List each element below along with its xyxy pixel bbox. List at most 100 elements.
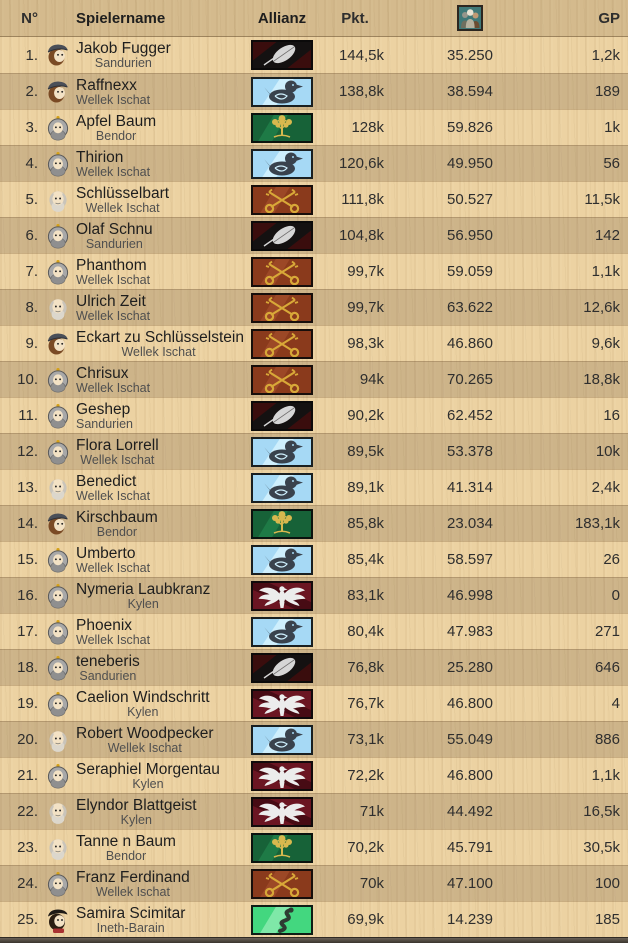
player-name[interactable]: Samira Scimitar	[76, 904, 186, 922]
alliance-flag-icon[interactable]	[251, 724, 313, 755]
alliance-flag-icon[interactable]	[251, 328, 313, 359]
player-avatar-icon[interactable]	[45, 871, 71, 897]
table-row[interactable]: 14. Kirschbaum Bendor 85,8k 23.034 183,1…	[0, 505, 628, 541]
table-row[interactable]: 20. Robert Woodpecker Wellek Ischat 73,1…	[0, 721, 628, 757]
player-avatar-icon[interactable]	[45, 115, 71, 141]
player-avatar-icon[interactable]	[45, 331, 71, 357]
alliance-flag-icon[interactable]	[251, 220, 313, 251]
player-avatar-icon[interactable]	[45, 763, 71, 789]
player-name[interactable]: Schlüsselbart	[76, 184, 170, 202]
table-row[interactable]: 19. Caelion Windschritt Kylen 76,7k 46.8…	[0, 685, 628, 721]
player-name[interactable]: Thirion	[76, 148, 124, 166]
player-name[interactable]: Franz Ferdinand	[76, 868, 190, 886]
player-name[interactable]: Apfel Baum	[76, 112, 157, 130]
table-row[interactable]: 9. Eckart zu Schlüsselstein Wellek Ischa…	[0, 325, 628, 361]
player-avatar-icon[interactable]	[45, 619, 71, 645]
table-row[interactable]: 23. Tanne n Baum Bendor 70,2k 45.791 30,…	[0, 829, 628, 865]
alliance-flag-icon[interactable]	[251, 112, 313, 143]
player-name[interactable]: Chrisux	[76, 364, 129, 382]
table-row[interactable]: 7. Phanthom Wellek Ischat 99,7k 59.059 1…	[0, 253, 628, 289]
player-avatar-icon[interactable]	[45, 475, 71, 501]
player-avatar-icon[interactable]	[45, 583, 71, 609]
alliance-flag-icon[interactable]	[251, 364, 313, 395]
player-avatar-icon[interactable]	[45, 187, 71, 213]
table-row[interactable]: 1. Jakob Fugger Sandurien 144,5k 35.250 …	[0, 37, 628, 73]
table-row[interactable]: 10. Chrisux Wellek Ischat 94k 70.265 18,…	[0, 361, 628, 397]
table-row[interactable]: 5. Schlüsselbart Wellek Ischat 111,8k 50…	[0, 181, 628, 217]
player-avatar-icon[interactable]	[45, 367, 71, 393]
alliance-flag-icon[interactable]	[251, 148, 313, 179]
player-name[interactable]: Benedict	[76, 472, 137, 490]
player-avatar-icon[interactable]	[45, 907, 71, 933]
player-avatar-icon[interactable]	[45, 547, 71, 573]
player-name[interactable]: Robert Woodpecker	[76, 724, 214, 742]
table-row[interactable]: 15. Umberto Wellek Ischat 85,4k 58.597 2…	[0, 541, 628, 577]
alliance-flag-icon[interactable]	[251, 904, 313, 935]
player-name[interactable]: Phanthom	[76, 256, 147, 274]
player-avatar-icon[interactable]	[45, 799, 71, 825]
table-row[interactable]: 2. Raffnexx Wellek Ischat 138,8k 38.594 …	[0, 73, 628, 109]
player-name[interactable]: Phoenix	[76, 616, 133, 634]
player-name[interactable]: Raffnexx	[76, 76, 137, 94]
alliance-flag-icon[interactable]	[251, 616, 313, 647]
player-avatar-icon[interactable]	[45, 835, 71, 861]
table-row[interactable]: 6. Olaf Schnu Sandurien 104,8k 56.950 14…	[0, 217, 628, 253]
alliance-flag-icon[interactable]	[251, 256, 313, 287]
player-name[interactable]: Seraphiel Morgentau	[76, 760, 220, 778]
player-avatar-icon[interactable]	[45, 727, 71, 753]
player-avatar-icon[interactable]	[45, 439, 71, 465]
player-avatar-icon[interactable]	[45, 79, 71, 105]
table-row[interactable]: 11. Geshep Sandurien 90,2k 62.452 16	[0, 397, 628, 433]
player-avatar-icon[interactable]	[45, 42, 71, 68]
player-avatar-icon[interactable]	[45, 403, 71, 429]
alliance-flag-icon[interactable]	[251, 184, 313, 215]
alliance-flag-icon[interactable]	[251, 544, 313, 575]
player-name[interactable]: Umberto	[76, 544, 136, 562]
alliance-flag-icon[interactable]	[251, 472, 313, 503]
alliance-flag-icon[interactable]	[251, 40, 313, 70]
alliance-flag-icon[interactable]	[251, 760, 313, 791]
table-row[interactable]: 25. Samira Scimitar Ineth-Barain 69,9k 1…	[0, 901, 628, 937]
table-row[interactable]: 8. Ulrich Zeit Wellek Ischat 99,7k 63.62…	[0, 289, 628, 325]
player-name[interactable]: Kirschbaum	[76, 508, 158, 526]
alliance-flag-icon[interactable]	[251, 868, 313, 899]
player-avatar-icon[interactable]	[45, 295, 71, 321]
player-name[interactable]: teneberis	[76, 652, 140, 670]
alliance-flag-icon[interactable]	[251, 652, 313, 683]
table-row[interactable]: 21. Seraphiel Morgentau Kylen 72,2k 46.8…	[0, 757, 628, 793]
player-avatar-icon[interactable]	[45, 511, 71, 537]
player-name[interactable]: Geshep	[76, 400, 131, 418]
player-name[interactable]: Ulrich Zeit	[76, 292, 146, 310]
player-name[interactable]: Elyndor Blattgeist	[76, 796, 197, 814]
player-name[interactable]: Nymeria Laubkranz	[76, 580, 211, 598]
table-row[interactable]: 18. teneberis Sandurien 76,8k 25.280 646	[0, 649, 628, 685]
alliance-flag-icon[interactable]	[251, 400, 313, 431]
alliance-flag-icon[interactable]	[251, 796, 313, 827]
alliance-flag-icon[interactable]	[251, 688, 313, 719]
table-row[interactable]: 4. Thirion Wellek Ischat 120,6k 49.950 5…	[0, 145, 628, 181]
player-name[interactable]: Tanne n Baum	[76, 832, 176, 850]
player-avatar-icon[interactable]	[45, 691, 71, 717]
alliance-flag-icon[interactable]	[251, 832, 313, 863]
alliance-flag-icon[interactable]	[251, 508, 313, 539]
table-row[interactable]: 12. Flora Lorrell Wellek Ischat 89,5k 53…	[0, 433, 628, 469]
table-row[interactable]: 16. Nymeria Laubkranz Kylen 83,1k 46.998…	[0, 577, 628, 613]
player-avatar-icon[interactable]	[45, 259, 71, 285]
player-name[interactable]: Jakob Fugger	[76, 40, 171, 57]
player-avatar-icon[interactable]	[45, 223, 71, 249]
table-row[interactable]: 24. Franz Ferdinand Wellek Ischat 70k 47…	[0, 865, 628, 901]
alliance-flag-icon[interactable]	[251, 580, 313, 611]
table-row[interactable]: 3. Apfel Baum Bendor 128k 59.826 1k	[0, 109, 628, 145]
player-name[interactable]: Olaf Schnu	[76, 220, 153, 238]
table-row[interactable]: 13. Benedict Wellek Ischat 89,1k 41.314 …	[0, 469, 628, 505]
player-avatar-icon[interactable]	[45, 151, 71, 177]
alliance-flag-icon[interactable]	[251, 436, 313, 467]
alliance-flag-icon[interactable]	[251, 292, 313, 323]
alliance-flag-icon[interactable]	[251, 76, 313, 107]
player-name[interactable]: Eckart zu Schlüsselstein	[76, 328, 244, 346]
player-name[interactable]: Caelion Windschritt	[76, 688, 210, 706]
player-name[interactable]: Flora Lorrell	[76, 436, 159, 454]
player-avatar-icon[interactable]	[45, 655, 71, 681]
table-row[interactable]: 17. Phoenix Wellek Ischat 80,4k 47.983 2…	[0, 613, 628, 649]
table-row[interactable]: 22. Elyndor Blattgeist Kylen 71k 44.492 …	[0, 793, 628, 829]
